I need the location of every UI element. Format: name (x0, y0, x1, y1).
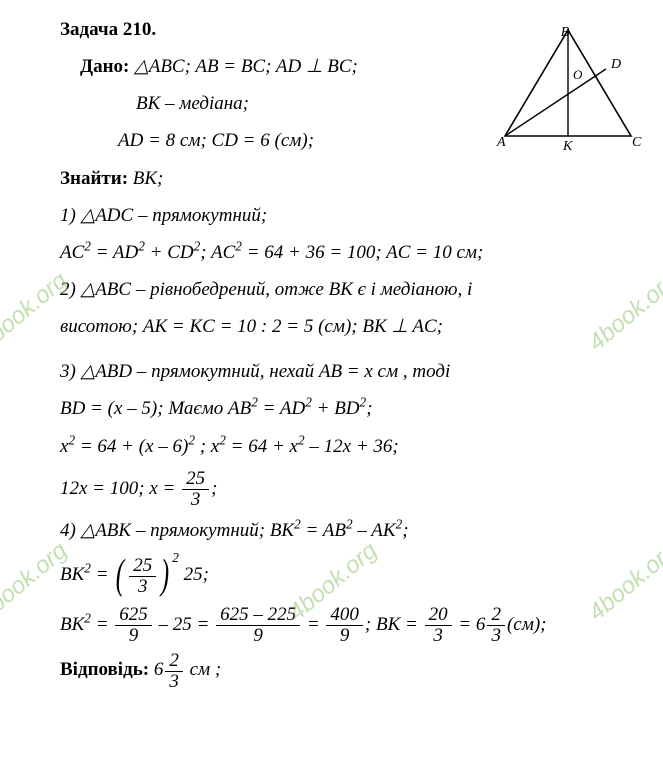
vertex-c: C (632, 135, 642, 150)
answer-line: Відповідь: 623 см ; (18, 649, 645, 691)
vertex-a: A (496, 135, 506, 150)
step3-d: 12x = 100; x = 253; (18, 466, 645, 512)
step3-b: BD = (x – 5); Маємо AB2 = AD2 + BD2; (18, 391, 645, 426)
step4-c: BK2 = 6259 – 25 = 625 – 2259 = 4009; BK … (18, 602, 645, 648)
vertex-o: O (573, 67, 583, 82)
step3-c: x2 = 64 + (x – 6)2 ; x2 = 64 + x2 – 12x … (18, 429, 645, 464)
step4-a: 4) △ABK – прямокутний; BK2 = AB2 – AK2; (18, 513, 645, 548)
step2-b: висотою; AK = KC = 10 : 2 = 5 (см); BK ⊥… (18, 309, 645, 344)
vertex-k: K (562, 139, 573, 154)
given-1: △ABC; AB = BC; AD ⊥ BC; (134, 56, 358, 77)
step1-a: 1) △ADC – прямокутний; (18, 198, 645, 233)
vertex-b: B (561, 25, 570, 40)
step3-a: 3) △ABD – прямокутний, нехай AB = x см ,… (18, 354, 645, 389)
vertex-d: D (610, 57, 621, 72)
step1-b: AC2 = AD2 + CD2; AC2 = 64 + 36 = 100; AC… (18, 235, 645, 270)
step4-b: BK2 = (253)2 25; (18, 550, 645, 599)
find-line: Знайти: BK; (18, 161, 645, 196)
triangle-figure: A B C D K O (493, 24, 643, 154)
step2-a: 2) △ABC – рівнобедрений, отже BK є і мед… (18, 272, 645, 307)
given-label: Дано: (80, 56, 129, 77)
